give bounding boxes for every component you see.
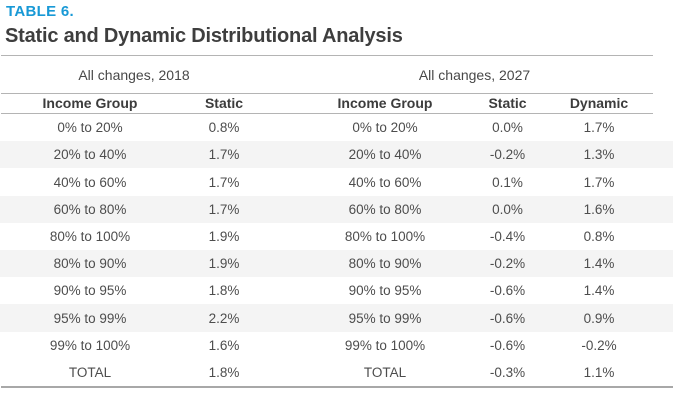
table-row: TOTAL 1.8% TOTAL -0.3% 1.1% xyxy=(0,359,673,386)
static-2027-cell: -0.2% xyxy=(489,256,526,272)
column-header-income-group-2027: Income Group xyxy=(337,95,433,111)
table-number-label: TABLE 6. xyxy=(6,3,74,20)
dynamic-2027-cell: 1.1% xyxy=(583,364,615,380)
column-header-income-group-2018: Income Group xyxy=(42,95,138,111)
dynamic-2027-cell: 1.4% xyxy=(583,256,615,272)
dynamic-2027-cell: 0.9% xyxy=(583,310,615,326)
static-2018-cell: 1.9% xyxy=(208,256,240,272)
income-group-2027-cell: 90% to 95% xyxy=(348,283,422,299)
income-group-2018-cell: TOTAL xyxy=(68,364,112,380)
static-2027-cell: -0.6% xyxy=(489,310,526,326)
income-group-2018-cell: 90% to 95% xyxy=(53,283,127,299)
income-group-2027-cell: 99% to 100% xyxy=(344,337,426,353)
dynamic-2027-cell: 1.7% xyxy=(583,174,615,190)
rule-table-top xyxy=(1,55,653,56)
income-group-2027-cell: 0% to 20% xyxy=(352,120,418,136)
income-group-2018-cell: 95% to 99% xyxy=(53,310,127,326)
income-group-2018-cell: 60% to 80% xyxy=(53,201,127,217)
dynamic-2027-cell: 0.8% xyxy=(583,228,615,244)
income-group-2027-cell: 60% to 80% xyxy=(348,201,422,217)
table-row: 60% to 80% 1.7% 60% to 80% 0.0% 1.6% xyxy=(0,195,673,223)
column-header-dynamic-2027: Dynamic xyxy=(569,95,629,111)
table-row: 80% to 100% 1.9% 80% to 100% -0.4% 0.8% xyxy=(0,223,673,250)
rule-below-column-header xyxy=(1,113,653,114)
dynamic-2027-cell: -0.2% xyxy=(581,337,617,353)
income-group-2018-cell: 0% to 20% xyxy=(57,120,123,136)
column-header-row: Income Group Static Income Group Static … xyxy=(0,93,653,113)
static-2027-cell: -0.4% xyxy=(489,228,526,244)
static-2027-cell: -0.2% xyxy=(489,147,526,163)
income-group-2027-cell: TOTAL xyxy=(363,364,407,380)
static-2018-cell: 1.7% xyxy=(208,174,240,190)
group-header-row: All changes, 2018 All changes, 2027 xyxy=(0,56,653,93)
income-group-2027-cell: 80% to 90% xyxy=(348,256,422,272)
static-2027-cell: -0.6% xyxy=(489,283,526,299)
income-group-2018-cell: 20% to 40% xyxy=(53,147,127,163)
table-row: 90% to 95% 1.8% 90% to 95% -0.6% 1.4% xyxy=(0,277,673,304)
static-2027-cell: 0.1% xyxy=(492,174,523,190)
income-group-2018-cell: 40% to 60% xyxy=(53,174,127,190)
static-2018-cell: 1.6% xyxy=(208,337,240,353)
static-2018-cell: 2.2% xyxy=(208,310,240,326)
dynamic-2027-cell: 1.7% xyxy=(583,120,615,136)
static-2018-cell: 1.7% xyxy=(208,147,240,163)
dynamic-2027-cell: 1.3% xyxy=(583,147,615,163)
dynamic-2027-cell: 1.6% xyxy=(583,201,615,217)
group-header-2027: All changes, 2027 xyxy=(418,66,531,83)
income-group-2027-cell: 80% to 100% xyxy=(344,228,426,244)
table-row: 95% to 99% 2.2% 95% to 99% -0.6% 0.9% xyxy=(0,304,673,332)
static-2027-cell: -0.6% xyxy=(489,337,526,353)
table-row: 80% to 90% 1.9% 80% to 90% -0.2% 1.4% xyxy=(0,250,673,278)
static-2018-cell: 1.8% xyxy=(208,364,240,380)
column-header-static-2027: Static xyxy=(488,95,527,111)
income-group-2027-cell: 40% to 60% xyxy=(348,174,422,190)
page-title: Static and Dynamic Distributional Analys… xyxy=(5,25,403,47)
dynamic-2027-cell: 1.4% xyxy=(583,283,615,299)
static-2018-cell: 1.7% xyxy=(208,201,240,217)
table-body: 0% to 20% 0.8% 0% to 20% 0.0% 1.7% 20% t… xyxy=(0,114,673,386)
rule-table-bottom xyxy=(1,386,673,388)
static-2027-cell: 0.0% xyxy=(492,201,523,217)
static-2027-cell: 0.0% xyxy=(492,120,523,136)
group-header-2018: All changes, 2018 xyxy=(78,66,190,83)
income-group-2018-cell: 80% to 90% xyxy=(53,256,127,272)
income-group-2027-cell: 95% to 99% xyxy=(348,310,422,326)
static-2018-cell: 1.9% xyxy=(208,228,240,244)
table-row: 99% to 100% 1.6% 99% to 100% -0.6% -0.2% xyxy=(0,332,673,359)
static-2018-cell: 1.8% xyxy=(208,283,240,299)
column-header-static-2018: Static xyxy=(204,95,244,111)
rule-below-group-header xyxy=(1,93,653,94)
static-2018-cell: 0.8% xyxy=(208,120,240,136)
table-row: 20% to 40% 1.7% 20% to 40% -0.2% 1.3% xyxy=(0,141,673,169)
income-group-2027-cell: 20% to 40% xyxy=(348,147,422,163)
static-2027-cell: -0.3% xyxy=(489,364,526,380)
table-row: 40% to 60% 1.7% 40% to 60% 0.1% 1.7% xyxy=(0,168,673,195)
income-group-2018-cell: 99% to 100% xyxy=(49,337,131,353)
table-row: 0% to 20% 0.8% 0% to 20% 0.0% 1.7% xyxy=(0,114,673,141)
income-group-2018-cell: 80% to 100% xyxy=(49,228,131,244)
